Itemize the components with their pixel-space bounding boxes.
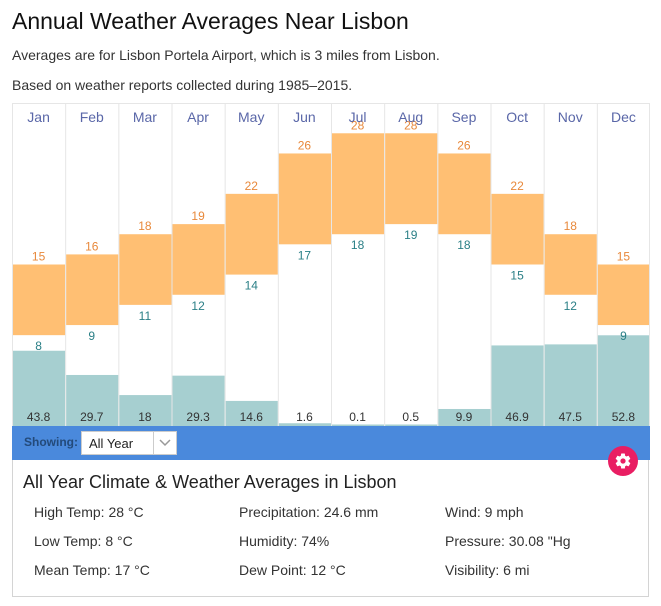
- period-select[interactable]: All Year: [81, 431, 177, 455]
- low-temp-label: 9: [88, 329, 95, 343]
- high-temp-label: 22: [245, 179, 259, 193]
- month-label-aug: Aug: [398, 109, 423, 125]
- showing-label: Showing:: [24, 435, 78, 449]
- temp-band-nov: [544, 234, 597, 295]
- precip-label: 18: [138, 410, 152, 424]
- high-temp-label: 28: [404, 118, 418, 132]
- month-label-jan: Jan: [27, 109, 50, 125]
- precip-bar-jan: [13, 350, 66, 426]
- low-temp-label: 11: [139, 309, 152, 323]
- precip-bar-nov: [544, 344, 597, 426]
- precip-label: 47.5: [559, 410, 583, 424]
- stat-visibility: Visibility: 6 mi: [445, 562, 530, 578]
- period-selector-bar: Showing: All Year: [12, 426, 650, 460]
- high-temp-label: 28: [351, 118, 365, 132]
- low-temp-label: 18: [351, 238, 365, 252]
- precip-label: 52.8: [612, 410, 636, 424]
- high-temp-label: 19: [191, 209, 205, 223]
- low-temp-label: 15: [510, 269, 524, 283]
- low-temp-label: 8: [35, 339, 42, 353]
- high-temp-label: 22: [510, 179, 524, 193]
- month-label-may: May: [238, 109, 264, 125]
- month-label-nov: Nov: [558, 109, 583, 125]
- high-temp-label: 15: [32, 250, 46, 264]
- month-label-mar: Mar: [133, 109, 157, 125]
- high-temp-label: 18: [564, 219, 578, 233]
- precip-bar-aug: [385, 424, 438, 426]
- temp-band-dec: [597, 264, 650, 326]
- precip-label: 29.7: [80, 410, 104, 424]
- stat-wind: Wind: 9 mph: [445, 504, 524, 520]
- chevron-down-icon[interactable]: [153, 432, 176, 454]
- low-temp-label: 19: [404, 228, 418, 242]
- month-label-dec: Dec: [611, 109, 636, 125]
- precip-label: 0.5: [402, 410, 419, 424]
- page-title: Annual Weather Averages Near Lisbon: [12, 8, 409, 34]
- month-label-sep: Sep: [451, 109, 476, 125]
- subtitle-period: Based on weather reports collected durin…: [12, 77, 353, 93]
- precip-bar-may: [225, 400, 278, 426]
- low-temp-label: 17: [298, 248, 312, 262]
- low-temp-label: 18: [457, 238, 471, 252]
- temp-band-jan: [13, 264, 66, 336]
- high-temp-label: 16: [85, 239, 99, 253]
- high-temp-label: 18: [138, 219, 152, 233]
- period-select-value: All Year: [89, 436, 134, 451]
- precip-bar-mar: [119, 395, 172, 426]
- stat-high-temp: High Temp: 28 °C: [34, 504, 144, 520]
- stat-humidity: Humidity: 74%: [239, 533, 330, 549]
- precip-bar-feb: [66, 374, 119, 426]
- temp-band-jul: [332, 133, 385, 235]
- low-temp-label: 12: [191, 299, 205, 313]
- precip-label: 14.6: [240, 410, 264, 424]
- climate-summary: All Year Climate & Weather Averages in L…: [12, 460, 649, 597]
- summary-title: All Year Climate & Weather Averages in L…: [23, 472, 397, 492]
- precip-bar-dec: [597, 335, 650, 426]
- precip-label: 29.3: [186, 410, 210, 424]
- precip-bar-jul: [332, 424, 385, 426]
- temp-band-oct: [491, 193, 544, 265]
- temp-band-aug: [385, 133, 438, 225]
- gear-icon: [615, 453, 631, 469]
- precip-bar-apr: [172, 375, 225, 426]
- subtitle-source: Averages are for Lisbon Portela Airport,…: [12, 47, 440, 63]
- precip-bar-oct: [491, 345, 544, 426]
- temp-band-jun: [278, 153, 331, 245]
- month-label-feb: Feb: [80, 109, 104, 125]
- precip-label: 46.9: [505, 410, 529, 424]
- stat-mean-temp: Mean Temp: 17 °C: [34, 562, 150, 578]
- precip-label: 0.1: [349, 410, 366, 424]
- precip-label: 1.6: [296, 410, 313, 424]
- month-label-oct: Oct: [506, 109, 528, 125]
- month-label-jul: Jul: [349, 109, 367, 125]
- precip-label: 9.9: [456, 410, 473, 424]
- precip-label: 43.8: [27, 410, 51, 424]
- stat-dew-point: Dew Point: 12 °C: [239, 562, 346, 578]
- precip-bar-jun: [278, 423, 331, 426]
- low-temp-label: 9: [620, 329, 627, 343]
- high-temp-label: 15: [617, 250, 631, 264]
- stat-low-temp: Low Temp: 8 °C: [34, 533, 133, 549]
- high-temp-label: 26: [298, 138, 312, 152]
- month-label-jun: Jun: [293, 109, 316, 125]
- stat-precipitation: Precipitation: 24.6 mm: [239, 504, 379, 520]
- temp-band-sep: [438, 153, 491, 235]
- settings-button[interactable]: [608, 446, 638, 476]
- precip-bar-sep: [438, 408, 491, 426]
- low-temp-label: 12: [564, 299, 578, 313]
- low-temp-label: 14: [245, 279, 259, 293]
- temp-band-feb: [66, 254, 119, 326]
- high-temp-label: 26: [457, 138, 471, 152]
- temp-band-apr: [172, 224, 225, 295]
- month-label-apr: Apr: [187, 109, 209, 125]
- stat-pressure: Pressure: 30.08 "Hg: [445, 533, 571, 549]
- temp-band-may: [225, 193, 278, 275]
- temp-band-mar: [119, 234, 172, 305]
- weather-chart: 43.8 15 8 Jan 29.7 16 9 Feb 18 18 11 Mar 29.3 19 12 Apr…: [12, 103, 650, 426]
